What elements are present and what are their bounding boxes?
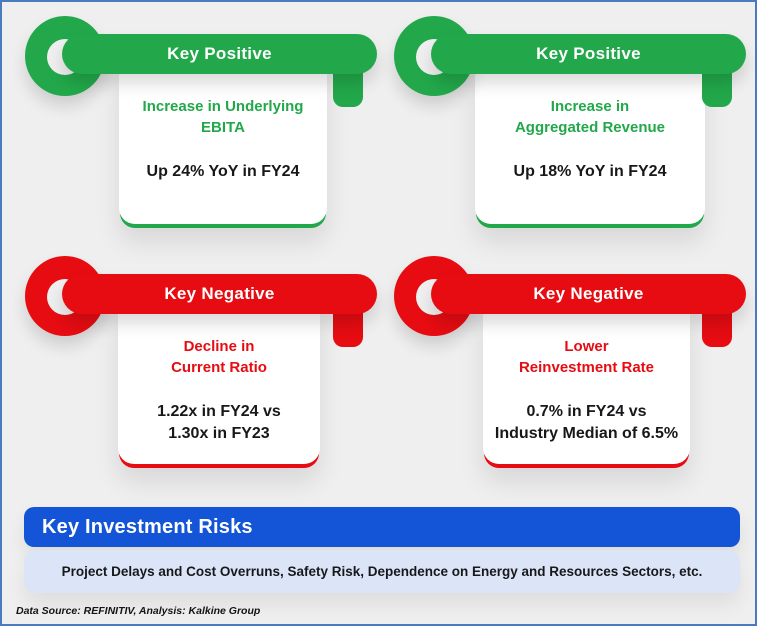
- card-headline: Lower Reinvestment Rate: [519, 336, 654, 378]
- card-headline-line: Increase in: [550, 98, 630, 115]
- metric-card: Decline in Current Ratio 1.22x in FY24 v…: [118, 300, 320, 464]
- metric-card: Increase in Aggregated Revenue Up 18% Yo…: [475, 60, 705, 224]
- key-shaft: [431, 274, 746, 314]
- card-headline-line: Lower: [564, 338, 609, 355]
- card-headline-line: Reinvestment Rate: [518, 359, 655, 376]
- key-shaft: [431, 34, 746, 74]
- key-unit-bottom-left: Decline in Current Ratio 1.22x in FY24 v…: [2, 242, 390, 482]
- card-headline-line: Current Ratio: [171, 359, 267, 376]
- metric-card: Lower Reinvestment Rate 0.7% in FY24 vs …: [483, 300, 690, 464]
- key-unit-top-left: Increase in Underlying EBITA Up 24% YoY …: [2, 2, 390, 242]
- card-headline: Increase in Aggregated Revenue: [515, 96, 665, 138]
- card-headline-line: EBITA: [201, 119, 245, 136]
- key-shaft: [62, 34, 377, 74]
- card-stat-line: 1.30x in FY23: [168, 425, 270, 442]
- key-shaft: [62, 274, 377, 314]
- card-headline-line: Aggregated Revenue: [514, 119, 666, 136]
- card-stat: 1.22x in FY24 vs 1.30x in FY23: [157, 401, 281, 445]
- card-headline-line: Increase in Underlying: [142, 98, 304, 115]
- key-banner-label: Key Positive: [536, 44, 641, 63]
- key-unit-top-right: Increase in Aggregated Revenue Up 18% Yo…: [371, 2, 755, 242]
- card-stat-line: Up 18% YoY in FY24: [513, 163, 667, 180]
- key-banner-label: Key Negative: [164, 284, 275, 303]
- card-stat: Up 18% YoY in FY24: [514, 161, 667, 183]
- card-headline: Decline in Current Ratio: [171, 336, 267, 378]
- card-stat-line: 1.22x in FY24 vs: [157, 403, 281, 420]
- card-stat: Up 24% YoY in FY24: [147, 161, 300, 183]
- data-source-note: Data Source: REFINITIV, Analysis: Kalkin…: [16, 605, 261, 617]
- risks-header: Key Investment Risks: [24, 507, 740, 547]
- risks-title: Key Investment Risks: [42, 515, 253, 538]
- card-stat-line: 0.7% in FY24 vs: [526, 403, 647, 420]
- metric-card: Increase in Underlying EBITA Up 24% YoY …: [119, 60, 327, 224]
- card-headline-line: Decline in: [183, 338, 255, 355]
- key-unit-bottom-right: Lower Reinvestment Rate 0.7% in FY24 vs …: [371, 242, 755, 482]
- risks-description-box: Project Delays and Cost Overruns, Safety…: [24, 550, 740, 593]
- key-banner-label: Key Negative: [533, 284, 644, 303]
- risks-description: Project Delays and Cost Overruns, Safety…: [61, 564, 703, 579]
- card-stat: 0.7% in FY24 vs Industry Median of 6.5%: [495, 401, 678, 445]
- key-banner-label: Key Positive: [167, 44, 272, 63]
- card-headline: Increase in Underlying EBITA: [143, 96, 304, 138]
- card-stat-line: Industry Median of 6.5%: [494, 425, 679, 442]
- card-stat-line: Up 24% YoY in FY24: [146, 163, 300, 180]
